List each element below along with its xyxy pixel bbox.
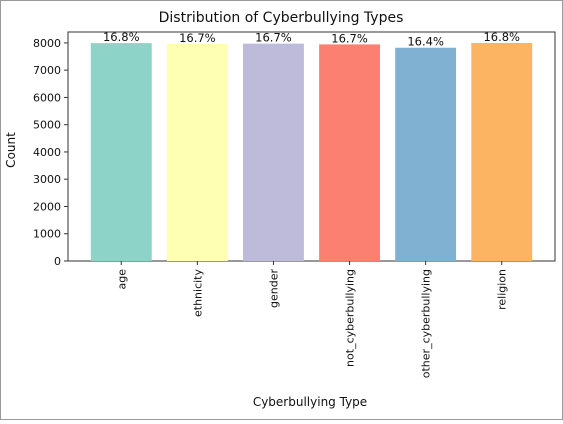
plot-area: 0 1000 2000 3000 4000 5000 6000 7000 8000 16.8% ag… <box>33 30 556 378</box>
y-tick-label: 5000 <box>33 119 61 132</box>
x-tick-label: other_cyberbullying <box>420 269 433 378</box>
x-tick-label: ethnicity <box>191 269 204 317</box>
bar-not-cyberbullying <box>319 44 380 261</box>
y-axis-label: Count <box>4 132 18 168</box>
y-tick-label: 6000 <box>33 91 61 104</box>
bar-other-cyberbullying <box>395 47 457 261</box>
x-tick-label: religion <box>496 269 509 310</box>
bar-percent-label: 16.4% <box>407 35 444 49</box>
x-tick-label: gender <box>267 269 280 308</box>
bar-percent-label: 16.7% <box>179 31 216 45</box>
y-tick-label: 2000 <box>33 200 61 213</box>
y-tick-label: 3000 <box>33 173 61 186</box>
y-tick-label: 8000 <box>33 37 61 50</box>
bar-percent-label: 16.8% <box>483 30 520 44</box>
chart-title: Distribution of Cyberbullying Types <box>159 10 404 26</box>
bar-percent-label: 16.7% <box>331 31 368 45</box>
bar-ethnicity <box>166 43 228 262</box>
y-tick-label: 7000 <box>33 64 61 77</box>
axes-frame <box>67 31 556 262</box>
bar-percent-label: 16.7% <box>255 31 292 45</box>
x-axis-label: Cyberbullying Type <box>253 395 367 409</box>
bar-age <box>90 43 152 261</box>
y-tick-label: 4000 <box>33 146 61 159</box>
bar-percent-label: 16.8% <box>103 30 140 44</box>
y-tick-label: 1000 <box>33 228 61 241</box>
bar-religion <box>471 42 533 261</box>
y-tick-label: 0 <box>54 255 61 268</box>
x-tick-label: age <box>115 269 128 290</box>
x-tick-label: not_cyberbullying <box>344 269 357 367</box>
bar-gender <box>243 43 304 261</box>
